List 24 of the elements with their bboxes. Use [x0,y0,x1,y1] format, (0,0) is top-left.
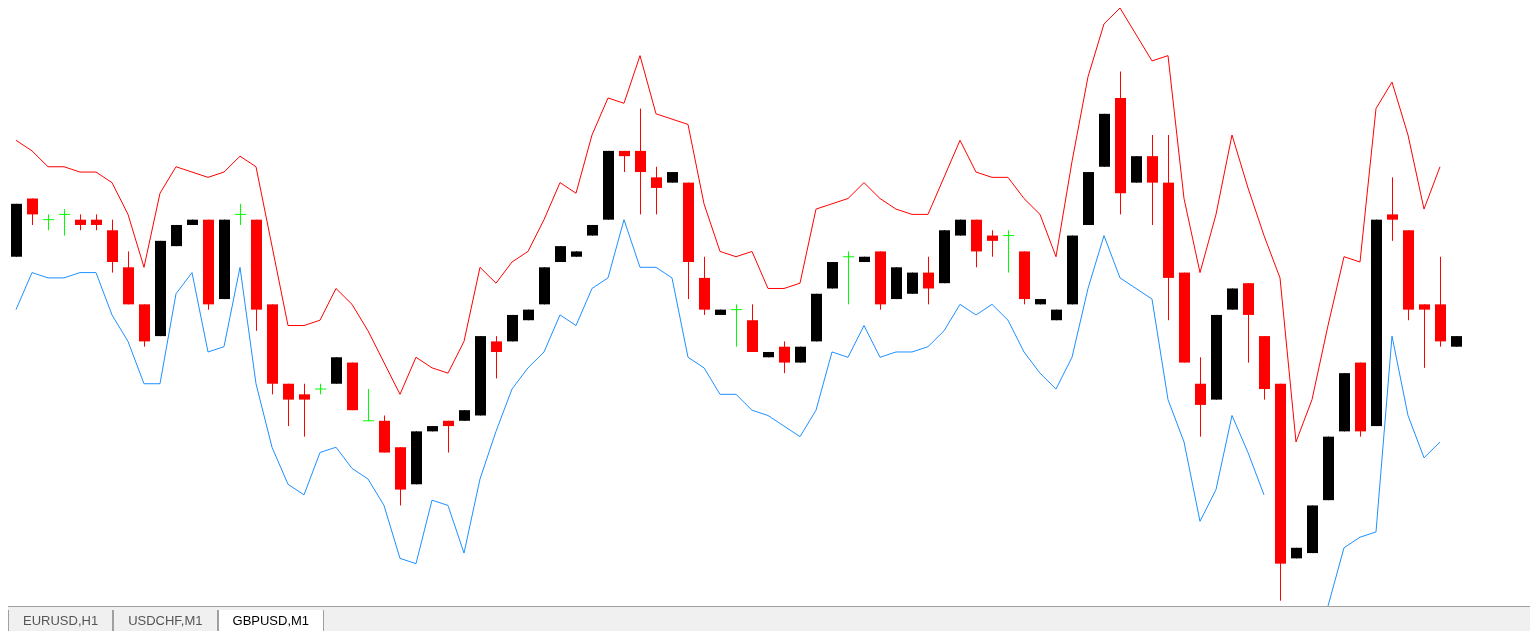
candlestick [27,198,38,226]
candlestick [59,208,70,237]
candlestick [363,388,374,422]
candlestick [731,303,742,348]
candlestick [923,256,934,305]
candlestick [1387,176,1398,242]
candlestick [235,203,246,226]
candlestick [779,340,790,374]
candlestick [1195,356,1206,438]
candlestick [1003,229,1014,274]
candlestick [1227,287,1238,311]
text: USDCHF,M1 [113,610,218,631]
candlestick [491,335,502,379]
candlestick [843,250,854,305]
candlestick [987,229,998,258]
candlestick [651,166,662,215]
candlestick [443,420,454,454]
candlestick [299,383,310,438]
text: EURUSD,H1 [8,610,114,631]
candlestick [283,383,294,427]
candlestick [43,213,54,231]
text: GBPUSD,M1 [217,610,325,631]
candlestick [635,108,646,215]
candlestick [1419,303,1430,369]
